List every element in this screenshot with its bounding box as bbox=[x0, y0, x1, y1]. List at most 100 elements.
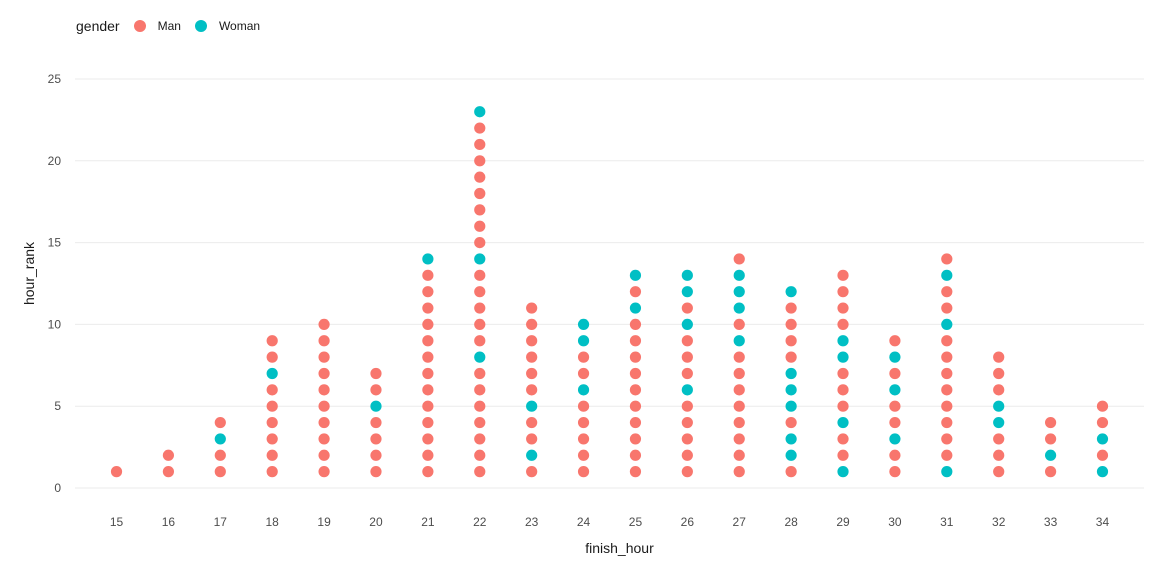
point-man bbox=[370, 416, 382, 429]
point-man bbox=[941, 384, 953, 396]
point-woman bbox=[577, 384, 590, 396]
point-man bbox=[837, 449, 849, 461]
point-man bbox=[474, 449, 486, 461]
point-woman bbox=[941, 466, 953, 478]
point-man bbox=[941, 253, 953, 265]
point-man bbox=[370, 367, 382, 380]
point-man bbox=[526, 302, 538, 314]
point-man bbox=[785, 335, 797, 347]
point-man bbox=[889, 335, 901, 347]
point-woman bbox=[889, 384, 901, 396]
point-man bbox=[837, 367, 849, 380]
x-tick-label: 17 bbox=[214, 515, 228, 529]
point-woman bbox=[629, 302, 642, 314]
point-man bbox=[1096, 400, 1109, 412]
legend-key-man bbox=[133, 20, 146, 32]
point-woman bbox=[526, 449, 538, 461]
point-man bbox=[577, 400, 590, 412]
point-man bbox=[474, 433, 486, 445]
point-man bbox=[474, 237, 486, 249]
point-man bbox=[1044, 433, 1057, 445]
point-man bbox=[318, 449, 330, 461]
point-man bbox=[422, 335, 434, 347]
point-man bbox=[889, 449, 901, 461]
point-man bbox=[526, 351, 538, 363]
point-woman bbox=[266, 367, 278, 380]
point-man bbox=[422, 433, 434, 445]
point-man bbox=[837, 400, 849, 412]
point-man bbox=[629, 449, 642, 461]
point-man bbox=[629, 351, 642, 363]
grid-lines bbox=[75, 78, 1144, 489]
x-tick-label: 20 bbox=[369, 515, 383, 529]
point-man bbox=[577, 367, 590, 380]
point-man bbox=[526, 367, 538, 380]
x-tick-label: 34 bbox=[1096, 515, 1110, 529]
point-man bbox=[1096, 449, 1109, 461]
point-man bbox=[681, 466, 693, 478]
x-tick-label: 32 bbox=[992, 515, 1006, 529]
point-man bbox=[266, 384, 278, 396]
legend-item-man: Man bbox=[133, 19, 181, 33]
point-man bbox=[785, 351, 797, 363]
point-man bbox=[733, 253, 745, 265]
point-man bbox=[993, 466, 1005, 478]
x-tick-label: 18 bbox=[266, 515, 280, 529]
point-woman bbox=[681, 384, 693, 396]
legend-label-man: Man bbox=[157, 19, 181, 33]
point-man bbox=[110, 466, 123, 478]
point-man bbox=[629, 400, 642, 412]
point-man bbox=[993, 433, 1005, 445]
point-man bbox=[629, 416, 642, 429]
point-man bbox=[474, 138, 486, 151]
point-man bbox=[266, 466, 278, 478]
point-man bbox=[629, 318, 642, 330]
point-man bbox=[733, 367, 745, 380]
point-man bbox=[474, 466, 486, 478]
x-tick-label: 16 bbox=[162, 515, 176, 529]
point-man bbox=[474, 416, 486, 429]
point-man bbox=[266, 400, 278, 412]
point-man bbox=[370, 449, 382, 461]
point-man bbox=[681, 302, 693, 314]
legend-key-woman bbox=[194, 20, 207, 32]
point-woman bbox=[785, 384, 797, 396]
point-man bbox=[474, 384, 486, 396]
data-points bbox=[110, 106, 1109, 478]
x-tick-label: 33 bbox=[1044, 515, 1058, 529]
point-man bbox=[941, 400, 953, 412]
y-tick-label: 0 bbox=[54, 481, 61, 495]
point-man bbox=[214, 416, 226, 429]
point-man bbox=[422, 384, 434, 396]
y-axis-title: hour_rank bbox=[21, 241, 37, 305]
tick-labels: 15 16 17 18 19 20 21 22 23 24 25 26 27 28 29 30 31 32 33 34… bbox=[48, 72, 1110, 529]
x-tick-label: 24 bbox=[577, 515, 591, 529]
point-man bbox=[318, 367, 330, 380]
point-man bbox=[422, 286, 434, 298]
point-man bbox=[785, 466, 797, 478]
point-man bbox=[837, 384, 849, 396]
point-woman bbox=[837, 335, 849, 347]
point-man bbox=[422, 466, 434, 478]
point-man bbox=[889, 367, 901, 380]
point-woman bbox=[941, 318, 953, 330]
point-man bbox=[837, 286, 849, 298]
y-tick-label: 15 bbox=[48, 236, 62, 250]
point-man bbox=[837, 433, 849, 445]
point-man bbox=[733, 384, 745, 396]
point-woman bbox=[474, 351, 486, 363]
x-axis-title: finish_hour bbox=[585, 540, 654, 556]
point-man bbox=[214, 466, 226, 478]
point-man bbox=[526, 335, 538, 347]
point-man bbox=[162, 466, 175, 478]
point-man bbox=[733, 466, 745, 478]
point-woman bbox=[837, 466, 849, 478]
point-woman bbox=[214, 433, 226, 445]
point-man bbox=[629, 367, 642, 380]
point-woman bbox=[1044, 449, 1057, 461]
point-woman bbox=[733, 269, 745, 281]
point-man bbox=[474, 220, 486, 232]
point-man bbox=[422, 400, 434, 412]
point-man bbox=[733, 449, 745, 461]
point-man bbox=[733, 400, 745, 412]
